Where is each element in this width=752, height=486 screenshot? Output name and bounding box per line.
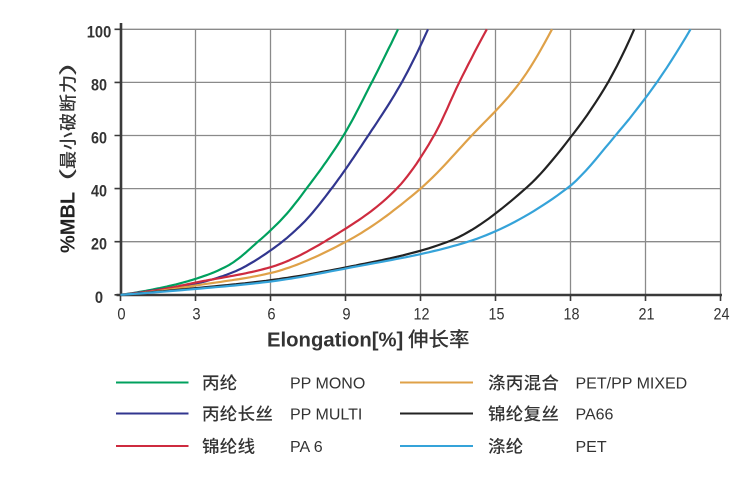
svg-text:15: 15 xyxy=(489,306,505,324)
svg-text:100: 100 xyxy=(87,23,112,41)
svg-text:PP MONO: PP MONO xyxy=(290,375,365,392)
svg-text:PET: PET xyxy=(576,439,607,456)
svg-text:40: 40 xyxy=(91,183,107,201)
svg-text:Elongation[%]: Elongation[%] xyxy=(267,330,403,352)
svg-text:PET/PP MIXED: PET/PP MIXED xyxy=(576,375,688,392)
svg-text:0: 0 xyxy=(117,306,125,324)
svg-text:0: 0 xyxy=(95,289,103,307)
svg-text:3: 3 xyxy=(192,306,200,324)
svg-text:80: 80 xyxy=(91,76,107,94)
svg-text:20: 20 xyxy=(91,236,107,254)
svg-text:PP MULTI: PP MULTI xyxy=(290,406,362,423)
svg-text:21: 21 xyxy=(639,306,655,324)
svg-text:12: 12 xyxy=(414,306,430,324)
svg-text:60: 60 xyxy=(91,130,107,148)
svg-text:%MBL: %MBL xyxy=(58,192,80,253)
svg-text:18: 18 xyxy=(564,306,580,324)
svg-text:PA 6: PA 6 xyxy=(290,439,323,456)
svg-text:6: 6 xyxy=(267,306,275,324)
svg-text:9: 9 xyxy=(342,306,350,324)
svg-text:24: 24 xyxy=(714,306,730,324)
svg-text:PA66: PA66 xyxy=(576,406,614,423)
